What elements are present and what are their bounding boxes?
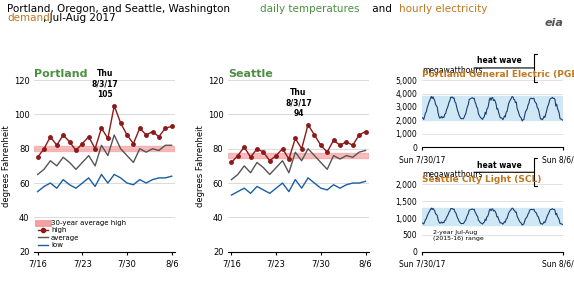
Text: Thu
8/3/17
105: Thu 8/3/17 105 — [91, 69, 118, 99]
Text: hourly electricity: hourly electricity — [398, 4, 487, 14]
Bar — [34, 146, 175, 151]
Text: megawatthours: megawatthours — [422, 170, 483, 179]
Bar — [422, 96, 563, 120]
Y-axis label: degrees Fahrenheit: degrees Fahrenheit — [196, 125, 205, 207]
Text: Seattle City Light (SCL): Seattle City Light (SCL) — [422, 175, 541, 184]
Bar — [422, 208, 563, 225]
Text: , Jul-Aug 2017: , Jul-Aug 2017 — [43, 13, 116, 23]
Text: heat wave: heat wave — [477, 160, 522, 170]
Text: heat wave: heat wave — [477, 56, 522, 65]
Text: Portland General Electric (PGE): Portland General Electric (PGE) — [422, 70, 574, 79]
Text: demand: demand — [7, 13, 49, 23]
Text: Portland, Oregon, and Seattle, Washington: Portland, Oregon, and Seattle, Washingto… — [7, 4, 233, 14]
Text: Portland: Portland — [34, 69, 88, 79]
Text: Thu
8/3/17
94: Thu 8/3/17 94 — [285, 88, 312, 118]
Text: and: and — [369, 4, 395, 14]
Y-axis label: degrees Fahrenheit: degrees Fahrenheit — [2, 125, 11, 207]
Text: daily temperatures: daily temperatures — [260, 4, 359, 14]
Text: eia: eia — [545, 18, 563, 28]
Bar — [228, 153, 369, 158]
Text: megawatthours: megawatthours — [422, 66, 483, 75]
Text: Seattle: Seattle — [228, 69, 273, 79]
Legend: 30-year average high, high, average, low: 30-year average high, high, average, low — [38, 220, 126, 248]
Text: 2-year Jul-Aug
(2015-16) range: 2-year Jul-Aug (2015-16) range — [433, 230, 484, 241]
